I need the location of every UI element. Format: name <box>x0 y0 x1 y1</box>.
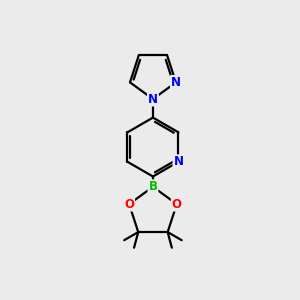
Text: O: O <box>172 198 182 211</box>
Text: N: N <box>171 76 181 89</box>
Text: O: O <box>124 198 134 211</box>
Text: B: B <box>148 180 158 193</box>
Text: N: N <box>173 155 183 168</box>
Text: N: N <box>148 93 158 106</box>
